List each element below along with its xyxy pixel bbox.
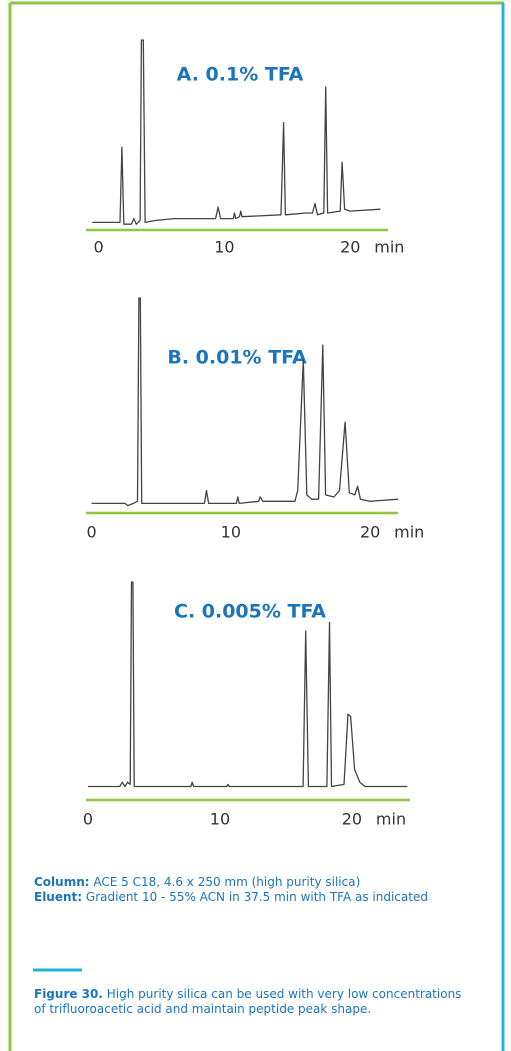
x-tick-label: 20 [340,238,360,257]
chart-title: B. 0.01% TFA [167,347,307,369]
caption: Figure 30. High purity silica can be use… [34,987,474,1017]
column-label: Column: [34,875,90,889]
trace [91,297,399,507]
trace [88,581,408,788]
x-tick-label: 0 [93,238,103,257]
x-tick-label: 0 [83,810,93,829]
x-tick-label: 20 [342,810,362,829]
trace [92,39,381,225]
column-note: Column: ACE 5 C18, 4.6 x 250 mm (high pu… [34,875,474,890]
eluent-note: Eluent: Gradient 10 - 55% ACN in 37.5 mi… [34,890,474,905]
eluent-text: Gradient 10 - 55% ACN in 37.5 min with T… [85,890,428,904]
x-tick-label: 10 [210,810,230,829]
caption-text: High purity silica can be used with very… [34,987,462,1016]
chart-title: C. 0.005% TFA [174,601,326,623]
column-text: ACE 5 C18, 4.6 x 250 mm (high purity sil… [93,875,361,889]
x-tick-label: 0 [86,523,96,542]
x-tick-label: 10 [214,238,234,257]
caption-label: Figure 30. [34,987,103,1001]
eluent-label: Eluent: [34,890,83,904]
x-axis-unit: min [374,238,404,257]
notes: Column: ACE 5 C18, 4.6 x 250 mm (high pu… [34,875,474,905]
x-axis-unit: min [394,523,424,542]
x-tick-label: 10 [221,523,241,542]
chart-title: A. 0.1% TFA [177,64,304,86]
x-axis-unit: min [376,810,406,829]
x-tick-label: 20 [360,523,380,542]
